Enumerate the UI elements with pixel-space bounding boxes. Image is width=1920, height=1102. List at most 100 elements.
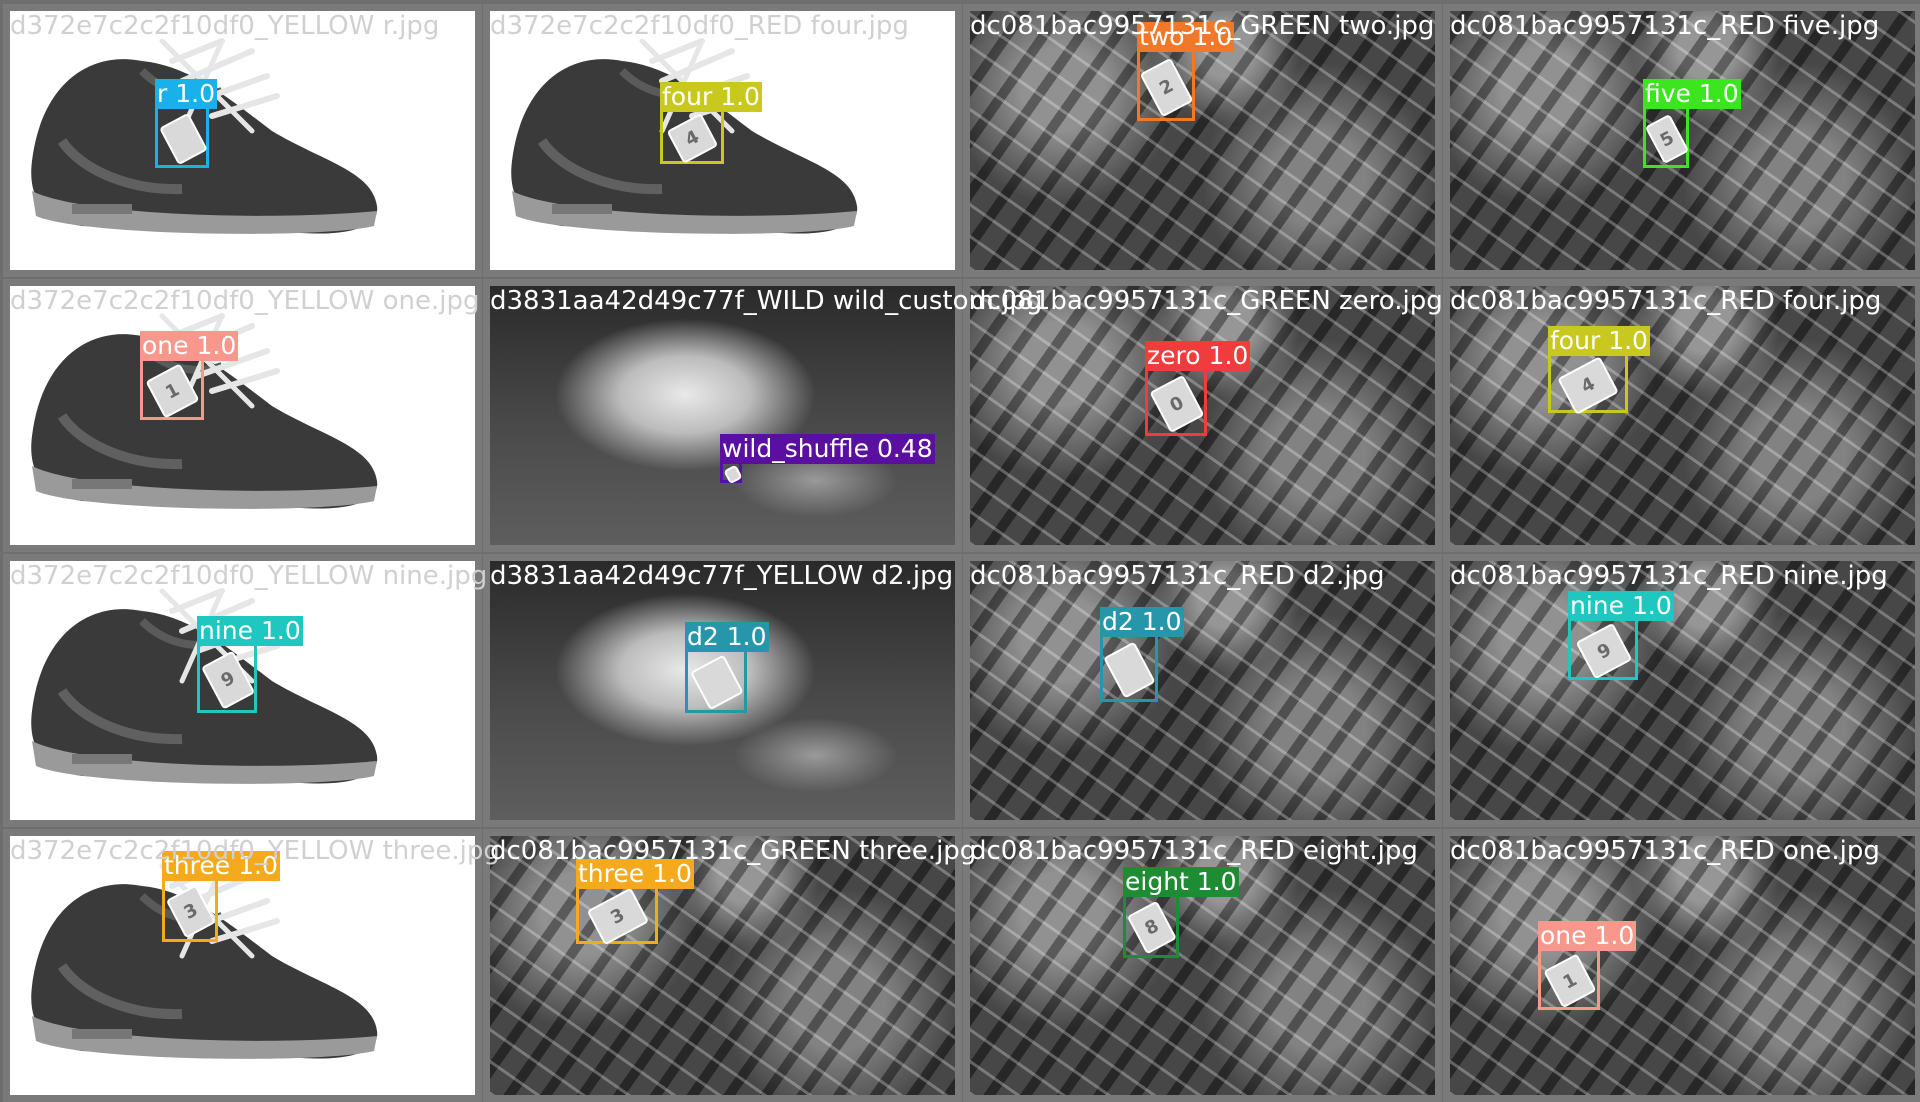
uno-card-icon: 4 [1557,355,1620,415]
image-tile[interactable]: dc081bac9957131c_RED eight.jpg 8 eight 1.0 [963,829,1442,1102]
detection-box: 8 eight 1.0 [1123,867,1239,958]
detection-label: eight 1.0 [1123,867,1239,897]
detection-box: 9 nine 1.0 [1568,591,1674,680]
image-tile[interactable]: dc081bac9957131c_RED four.jpg 4 four 1.0 [1443,279,1920,552]
detection-class: one [1540,921,1587,950]
image-tile[interactable]: dc081bac9957131c_RED nine.jpg 9 nine 1.0 [1443,554,1920,827]
detection-box: 0 zero 1.0 [1145,341,1251,436]
detection-label: three 1.0 [576,859,694,889]
uno-card-icon [1103,641,1157,699]
image-tile[interactable]: d372e7c2c2f10df0_YELLOW three.jpg 3 three … [3,829,500,1102]
tile-filename: dc081bac9957131c_RED nine.jpg [1450,561,1888,591]
uno-card-icon: 3 [586,887,649,947]
detection-score: 1.0 [1192,22,1233,51]
detection-score: 1.0 [726,622,767,651]
image-tile[interactable]: d3831aa42d49c77f_YELLOW d2.jpg d2 1.0 [483,554,962,827]
tile-filename: dc081bac9957131c_RED four.jpg [1450,286,1882,316]
image-tile[interactable]: dc081bac9957131c_RED five.jpg 5 five 1.0 [1443,4,1920,277]
detection-box: wild_shuffle 0.48 [720,434,935,484]
detection-class: three [164,851,231,880]
uno-card-icon: 4 [666,112,719,165]
detection-box: 1 one 1.0 [1538,921,1637,1010]
detection-box: 3 three 1.0 [162,851,280,942]
uno-card-icon: 8 [1126,900,1178,956]
detection-label: five 1.0 [1643,79,1741,109]
detection-score: 1.0 [260,616,301,645]
uno-card-icon [158,112,208,166]
detection-label: zero 1.0 [1145,341,1251,371]
detection-score: 1.0 [1141,607,1182,636]
tile-filename: dc081bac9957131c_RED eight.jpg [970,836,1418,866]
detection-box: d2 1.0 [1100,607,1184,702]
detection-class: five [1645,79,1691,108]
detection-box: 4 four 1.0 [660,82,762,165]
detection-score: 1.0 [652,859,692,888]
detection-score: 1.0 [1698,79,1739,108]
detection-box: 1 one 1.0 [140,331,239,420]
detection-class: three [578,859,645,888]
image-tile[interactable]: dc081bac9957131c_GREEN zero.jpg 0 zero 1.0 [963,279,1443,552]
image-tile[interactable]: dc081bac9957131c_GREEN two.jpg 2 two 1.0 [963,4,1442,277]
detection-label: d2 1.0 [1100,607,1184,637]
detection-label: one 1.0 [140,331,239,361]
detection-box: d2 1.0 [685,622,769,713]
tile-filename: dc081bac9957131c_RED five.jpg [1450,11,1880,41]
detection-label: nine 1.0 [197,616,303,646]
detection-label: wild_shuffle 0.48 [720,434,935,464]
detection-label: nine 1.0 [1568,591,1674,621]
detection-class: d2 [687,622,719,651]
image-tile[interactable]: d372e7c2c2f10df0_YELLOW r.jpg r 1.0 [3,4,482,277]
image-tile[interactable]: dc081bac9957131c_RED one.jpg 1 one 1.0 [1443,829,1920,1102]
detection-class: eight [1125,867,1189,896]
uno-card-icon: 2 [1139,57,1194,117]
detection-label: two 1.0 [1137,22,1235,52]
detection-class: one [142,331,189,360]
uno-card-icon: 0 [1149,374,1205,434]
tile-filename: dc081bac9957131c_RED one.jpg [1450,836,1880,866]
detection-label: r 1.0 [155,79,217,109]
detection-box: 3 three 1.0 [576,859,694,947]
image-tile[interactable]: dc081bac9957131c_GREEN three.jpg 3 three 1… [483,829,976,1102]
uno-card-icon: 1 [145,363,200,419]
detection-label: four 1.0 [1548,326,1650,356]
uno-card-icon: 9 [200,650,256,710]
tile-filename: d3831aa42d49c77f_WILD wild_custom.jpg [490,286,1043,316]
detection-class: four [1550,326,1601,355]
tile-filename: dc081bac9957131c_GREEN zero.jpg [970,286,1443,316]
detection-score: 1.0 [196,331,237,360]
detection-score: 1.0 [1608,326,1648,355]
detection-box: 4 four 1.0 [1548,326,1650,415]
detection-class: nine [1570,591,1625,620]
detection-score: 1.0 [1631,591,1672,620]
image-tile[interactable]: d372e7c2c2f10df0_YELLOW one.jpg 1 one 1.0 [3,279,482,552]
detection-box: 5 five 1.0 [1643,79,1741,168]
image-tile[interactable]: d372e7c2c2f10df0_YELLOW nine.jpg 9 nine 1.… [3,554,487,827]
detection-class: wild_shuffle [722,434,869,463]
detection-score: 1.0 [238,851,278,880]
uno-card-icon: 1 [1543,953,1597,1009]
shoe-image [31,313,378,509]
detection-class: r [157,79,168,108]
detection-label: d2 1.0 [685,622,769,652]
detection-class: two [1139,22,1185,51]
detection-score: 1.0 [1196,867,1237,896]
detection-label: four 1.0 [660,82,762,112]
tile-filename: d3831aa42d49c77f_YELLOW d2.jpg [490,561,954,591]
uno-card-icon: 3 [165,884,217,940]
tile-filename: dc081bac9957131c_RED d2.jpg [970,561,1385,591]
tile-filename: dc081bac9957131c_GREEN three.jpg [490,836,977,866]
detection-class: zero [1147,341,1201,370]
detection-score: 1.0 [720,82,760,111]
image-tile[interactable]: d372e7c2c2f10df0_RED four.jpg 4 four 1.0 [483,4,962,277]
image-tile[interactable]: dc081bac9957131c_RED d2.jpg d2 1.0 [963,554,1442,827]
detection-class: d2 [1102,607,1134,636]
uno-card-icon: 5 [1644,113,1690,165]
detection-class: four [662,82,713,111]
detection-box: 2 two 1.0 [1137,22,1235,121]
detection-label: one 1.0 [1538,921,1637,951]
detection-label: three 1.0 [162,851,280,881]
detection-box: r 1.0 [155,79,217,168]
detection-score: 1.0 [1594,921,1635,950]
